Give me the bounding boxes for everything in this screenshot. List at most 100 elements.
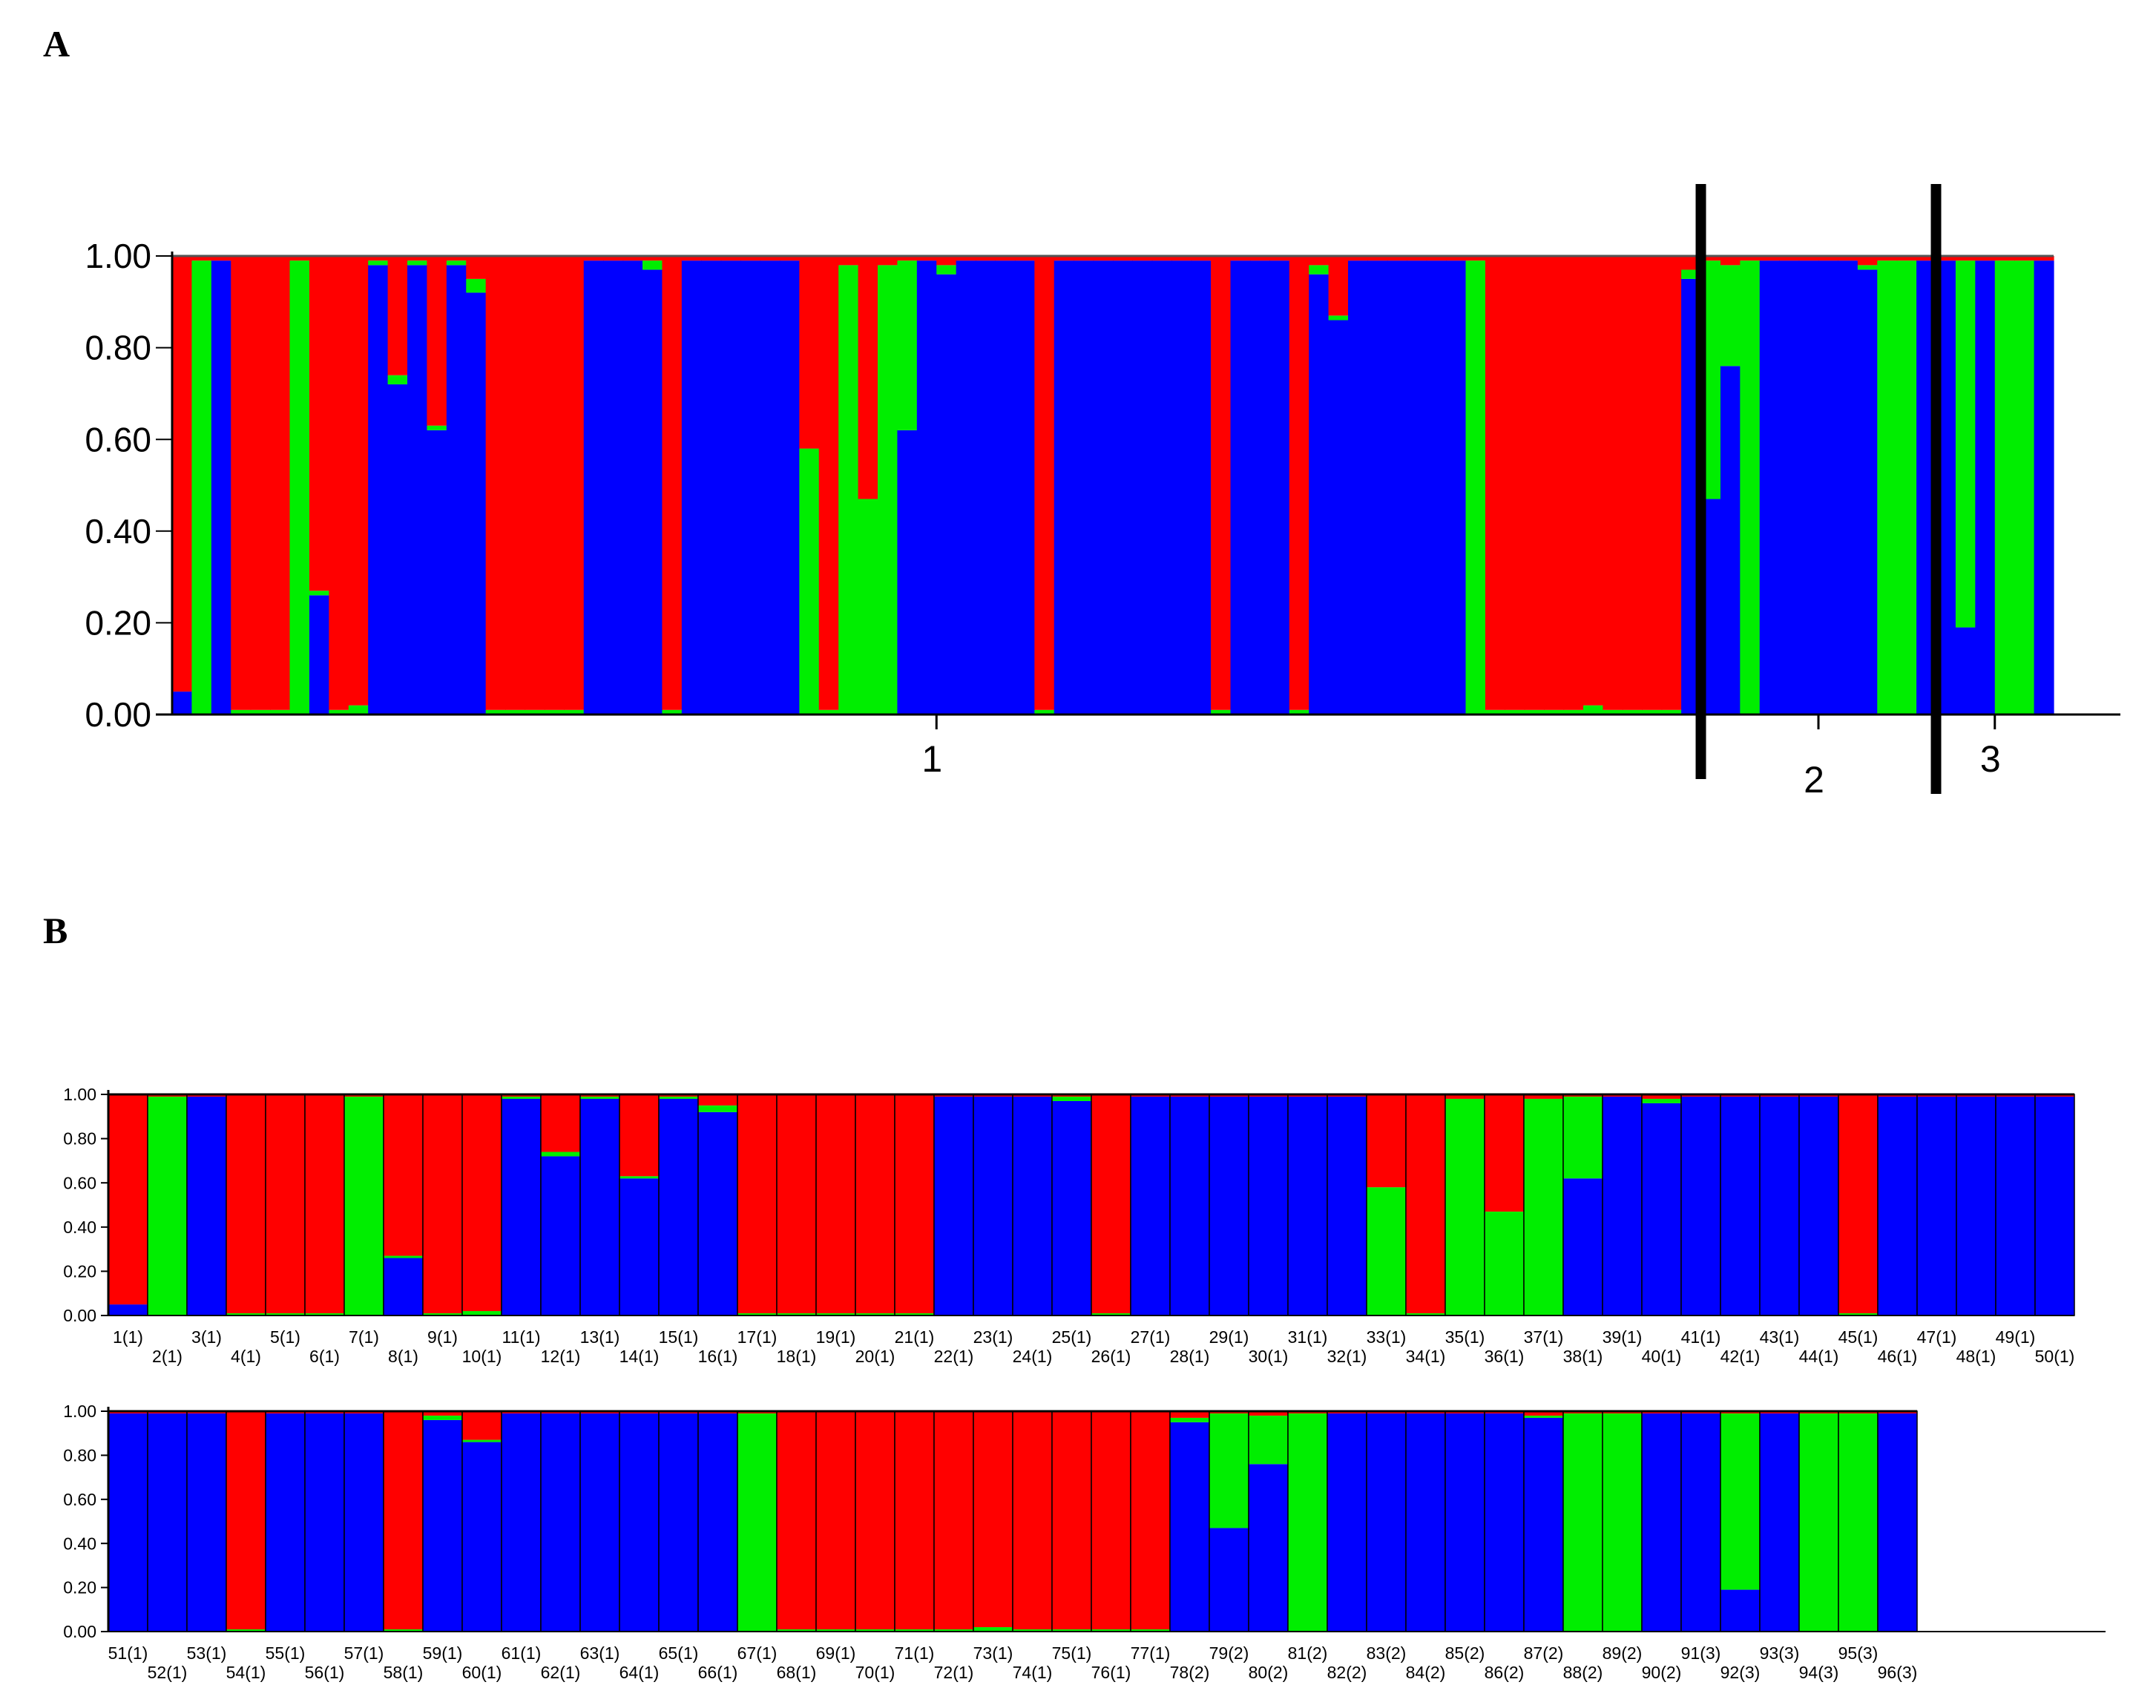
panel-b-sample-label: 58(1) <box>384 1663 424 1682</box>
panel-b-sample-label: 76(1) <box>1091 1663 1131 1682</box>
panel-a-bar-green <box>1524 709 1545 715</box>
panel-a-y-tick-label: 0.60 <box>85 420 151 459</box>
panel-b-sample-label: 63(1) <box>580 1643 620 1663</box>
panel-b-bar-blue <box>1878 1096 1917 1316</box>
panel-b-sample-label: 45(1) <box>1838 1327 1879 1347</box>
panel-a-bar-green <box>1740 260 1761 715</box>
panel-a-bar-red <box>1798 256 1819 261</box>
panel-a-bar-red <box>916 256 937 261</box>
panel-a-bar-red <box>681 256 702 261</box>
panel-b-sample-label: 19(1) <box>816 1327 856 1347</box>
panel-b-bar-blue <box>1681 1096 1720 1316</box>
panel-a-bar-red <box>1211 256 1232 710</box>
panel-b-sample-label: 1(1) <box>113 1327 143 1347</box>
panel-a-bar-green <box>564 709 585 715</box>
panel-b-sample-label: 30(1) <box>1249 1347 1289 1366</box>
panel-b-bar-green <box>344 1096 384 1316</box>
panel-a-bar-red <box>1622 256 1643 710</box>
panel-b-bar-blue <box>659 1098 698 1316</box>
panel-a-bar-red <box>1563 256 1584 710</box>
panel-b-bar-blue <box>1170 1422 1209 1632</box>
panel-b-bar-green <box>384 1255 423 1258</box>
panel-a-bar-red <box>309 256 329 591</box>
panel-a-bar-blue <box>1818 260 1839 715</box>
panel-a-bar-red <box>1348 256 1369 261</box>
panel-b-sample-label: 50(1) <box>2035 1347 2075 1366</box>
panel-a-bar-red <box>1014 256 1035 261</box>
panel-a-bar-red <box>1818 256 1839 261</box>
panel-a-bar-green <box>1505 709 1525 715</box>
panel-a-bar-red <box>642 256 663 261</box>
panel-a-bar-red <box>760 256 780 261</box>
panel-a-bar-red <box>1603 256 1623 710</box>
panel-a-bar-red <box>1896 256 1917 261</box>
panel-a-bar-green <box>897 260 918 430</box>
panel-b-bar-blue <box>423 1419 462 1632</box>
panel-b-sample-label: 27(1) <box>1131 1327 1171 1347</box>
panel-a-bar-green <box>1034 709 1055 715</box>
panel-b-bar-red <box>816 1411 855 1630</box>
panel-b-sample-label: 52(1) <box>148 1663 188 1682</box>
panel-b-sample-label: 25(1) <box>1052 1327 1092 1347</box>
panel-b-y-tick-label: 0.40 <box>63 1218 96 1237</box>
panel-a-bar-blue <box>916 260 937 715</box>
panel-b-y-tick-label: 0.20 <box>63 1578 96 1597</box>
panel-b-bar-blue <box>1996 1096 2035 1316</box>
panel-a-bar-red <box>779 256 800 261</box>
panel-b-bar-blue <box>1642 1413 1681 1632</box>
panel-a-bar-blue <box>603 260 624 715</box>
panel-b-bar-green <box>541 1152 580 1157</box>
panel-a-bar-blue <box>642 269 663 715</box>
panel-b-bar-green <box>502 1096 541 1099</box>
panel-a-bar-blue <box>1446 260 1467 715</box>
panel-b-sample-label: 70(1) <box>855 1663 895 1682</box>
panel-b-sample-label: 65(1) <box>659 1643 699 1663</box>
panel-b-bar-red <box>226 1094 266 1314</box>
panel-b-sample-label: 37(1) <box>1524 1327 1564 1347</box>
panel-a-bar-red <box>1387 256 1407 261</box>
panel-b-bar-red <box>619 1094 659 1177</box>
panel-b-bar-green <box>580 1096 619 1099</box>
panel-a-bar-blue <box>1191 260 1212 715</box>
panel-a-bar-red <box>348 256 369 706</box>
panel-b-bar-blue <box>1249 1096 1288 1316</box>
panel-a-bar-red <box>1151 256 1172 261</box>
panel-b-bar-red <box>423 1094 462 1314</box>
panel-a-bar-red <box>1269 256 1290 261</box>
panel-b-y-tick-label: 1.00 <box>63 1085 96 1104</box>
panel-a-group-label: 2 <box>1804 759 1824 801</box>
panel-a-bar-red <box>1485 256 1505 710</box>
panel-b-sample-label: 6(1) <box>309 1347 340 1366</box>
panel-a-bar-green <box>1289 709 1309 715</box>
panel-b-bar-blue <box>580 1413 619 1632</box>
panel-b-bar-red <box>1838 1094 1878 1314</box>
panel-a-bar-red <box>2014 256 2035 261</box>
panel-b-bar-red <box>1131 1411 1170 1630</box>
panel-a-bar-green <box>191 260 212 715</box>
panel-a-bar-red <box>1191 256 1212 261</box>
panel-a-y-tick-label: 1.00 <box>85 237 151 275</box>
panel-b-sample-label: 33(1) <box>1367 1327 1407 1347</box>
panel-b-sample-label: 57(1) <box>344 1643 384 1663</box>
panel-b-bar-green <box>1288 1413 1327 1632</box>
panel-a-bar-red <box>1759 256 1780 261</box>
panel-a-bar-green <box>1720 265 1741 367</box>
panel-b-sample-label: 23(1) <box>973 1327 1013 1347</box>
panel-a-bar-blue <box>1975 260 1996 715</box>
panel-b-row-1: 1(1) 2(1) 3(1) 4(1) 5(1) 6(1) 7(1) 8(1) 9(1)10(1… <box>63 1085 2075 1366</box>
panel-a-bar-red <box>878 256 898 266</box>
panel-b-bar-red <box>973 1411 1013 1628</box>
panel-b-row-2: 51(1)52(1)53(1)54(1)55(1)56(1)57(1)58(1)… <box>63 1402 2106 1682</box>
panel-b-bar-red <box>305 1094 344 1314</box>
panel-a-bar-blue <box>1955 627 1976 715</box>
panel-a-bar-blue <box>1387 260 1407 715</box>
panel-b-y-tick-label: 0.00 <box>63 1622 96 1641</box>
panel-b-bar-red <box>384 1094 423 1256</box>
panel-b-y-tick-label: 0.20 <box>63 1261 96 1281</box>
panel-a-bar-green <box>1485 709 1505 715</box>
panel-a-bar-red <box>1249 256 1270 261</box>
panel-b-bar-green <box>423 1415 462 1420</box>
panel-b-bar-blue <box>108 1413 148 1632</box>
panel-b-sample-label: 41(1) <box>1681 1327 1721 1347</box>
